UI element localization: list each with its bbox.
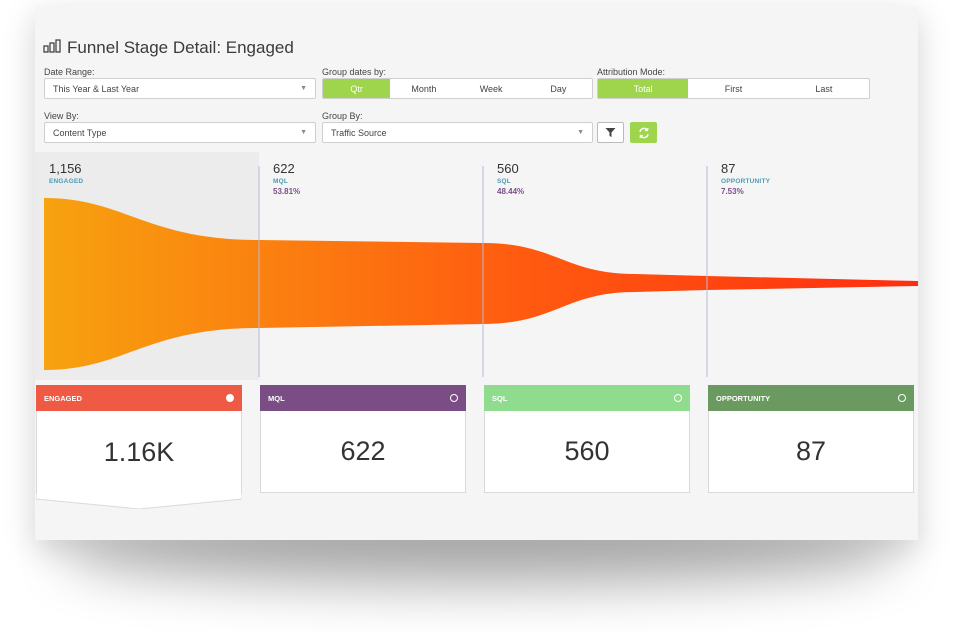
tile-value: 622 — [260, 411, 466, 493]
page-title: Funnel Stage Detail: Engaged — [43, 38, 294, 58]
stage-count: 560 — [497, 161, 519, 176]
tile-label: SQL — [492, 393, 508, 403]
group-dates-day[interactable]: Day — [550, 83, 567, 94]
radio-empty-icon[interactable] — [450, 394, 458, 402]
tile-label: ENGAGED — [44, 393, 82, 403]
funnel-shape — [44, 198, 918, 370]
tile-mql[interactable]: MQL 622 — [260, 385, 466, 493]
stage-percent: 48.44% — [497, 187, 525, 196]
stage-header-mql: 622 MQL 53.81% — [273, 161, 300, 196]
funnel-chart — [35, 152, 918, 380]
date-range-label: Date Range: — [44, 67, 95, 77]
stage-percent: 7.53% — [721, 187, 744, 196]
stage-code: OPPORTUNITY — [721, 178, 771, 185]
tile-label: OPPORTUNITY — [716, 393, 771, 403]
refresh-icon — [638, 127, 649, 138]
radio-empty-icon[interactable] — [674, 394, 682, 402]
attribution-total[interactable]: Total — [598, 79, 689, 98]
page-title-text: Funnel Stage Detail: Engaged — [67, 38, 294, 57]
date-range-select[interactable]: This Year & Last Year ▼ — [44, 78, 316, 99]
group-by-label: Group By: — [322, 111, 363, 121]
group-dates-month[interactable]: Month — [411, 83, 437, 94]
view-by-label: View By: — [44, 111, 79, 121]
stage-code: SQL — [497, 178, 511, 185]
refresh-button[interactable] — [630, 122, 657, 143]
group-dates-week[interactable]: Week — [479, 83, 503, 94]
bar-chart-icon — [43, 38, 61, 58]
view-by-value: Content Type — [53, 127, 107, 138]
tile-header: ENGAGED — [36, 385, 242, 411]
funnel-card: Funnel Stage Detail: Engaged Date Range:… — [35, 6, 918, 540]
tile-engaged[interactable]: ENGAGED 1.16K — [36, 385, 242, 509]
stage-header-engaged: 1,156 ENGAGED — [49, 161, 83, 185]
stage-count: 1,156 — [49, 161, 82, 176]
tile-header: OPPORTUNITY — [708, 385, 914, 411]
stage-percent: 53.81% — [273, 187, 301, 196]
group-dates-label: Group dates by: — [322, 67, 387, 77]
tile-value: 87 — [708, 411, 914, 493]
radio-selected-icon[interactable] — [226, 394, 234, 402]
tile-header: SQL — [484, 385, 690, 411]
filter-icon — [605, 128, 616, 137]
group-by-select[interactable]: Traffic Source ▼ — [322, 122, 593, 143]
group-dates-qtr[interactable]: Qtr — [323, 79, 391, 98]
attribution-last[interactable]: Last — [815, 83, 833, 94]
attribution-toggle: Total First Last — [597, 78, 870, 99]
tile-pointer — [36, 493, 242, 509]
radio-empty-icon[interactable] — [898, 394, 906, 402]
tile-sql[interactable]: SQL 560 — [484, 385, 690, 493]
stage-count: 87 — [721, 161, 736, 176]
attribution-first[interactable]: First — [724, 83, 743, 94]
tile-opportunity[interactable]: OPPORTUNITY 87 — [708, 385, 914, 493]
tile-label: MQL — [268, 393, 285, 403]
chevron-down-icon: ▼ — [577, 129, 584, 136]
view-by-select[interactable]: Content Type ▼ — [44, 122, 316, 143]
stage-code: MQL — [273, 178, 289, 185]
stage-header-sql: 560 SQL 48.44% — [497, 161, 524, 196]
date-range-value: This Year & Last Year — [53, 83, 140, 94]
stage-header-opportunity: 87 OPPORTUNITY 7.53% — [721, 161, 770, 196]
group-by-value: Traffic Source — [331, 127, 387, 138]
tile-value: 560 — [484, 411, 690, 493]
chevron-down-icon: ▼ — [300, 129, 307, 136]
stage-code: ENGAGED — [49, 178, 84, 185]
stage-count: 622 — [273, 161, 295, 176]
attribution-label: Attribution Mode: — [597, 67, 666, 77]
tile-header: MQL — [260, 385, 466, 411]
chevron-down-icon: ▼ — [300, 85, 307, 92]
filter-button[interactable] — [597, 122, 624, 143]
tile-value: 1.16K — [36, 411, 242, 493]
group-dates-toggle: Qtr Month Week Day — [322, 78, 593, 99]
